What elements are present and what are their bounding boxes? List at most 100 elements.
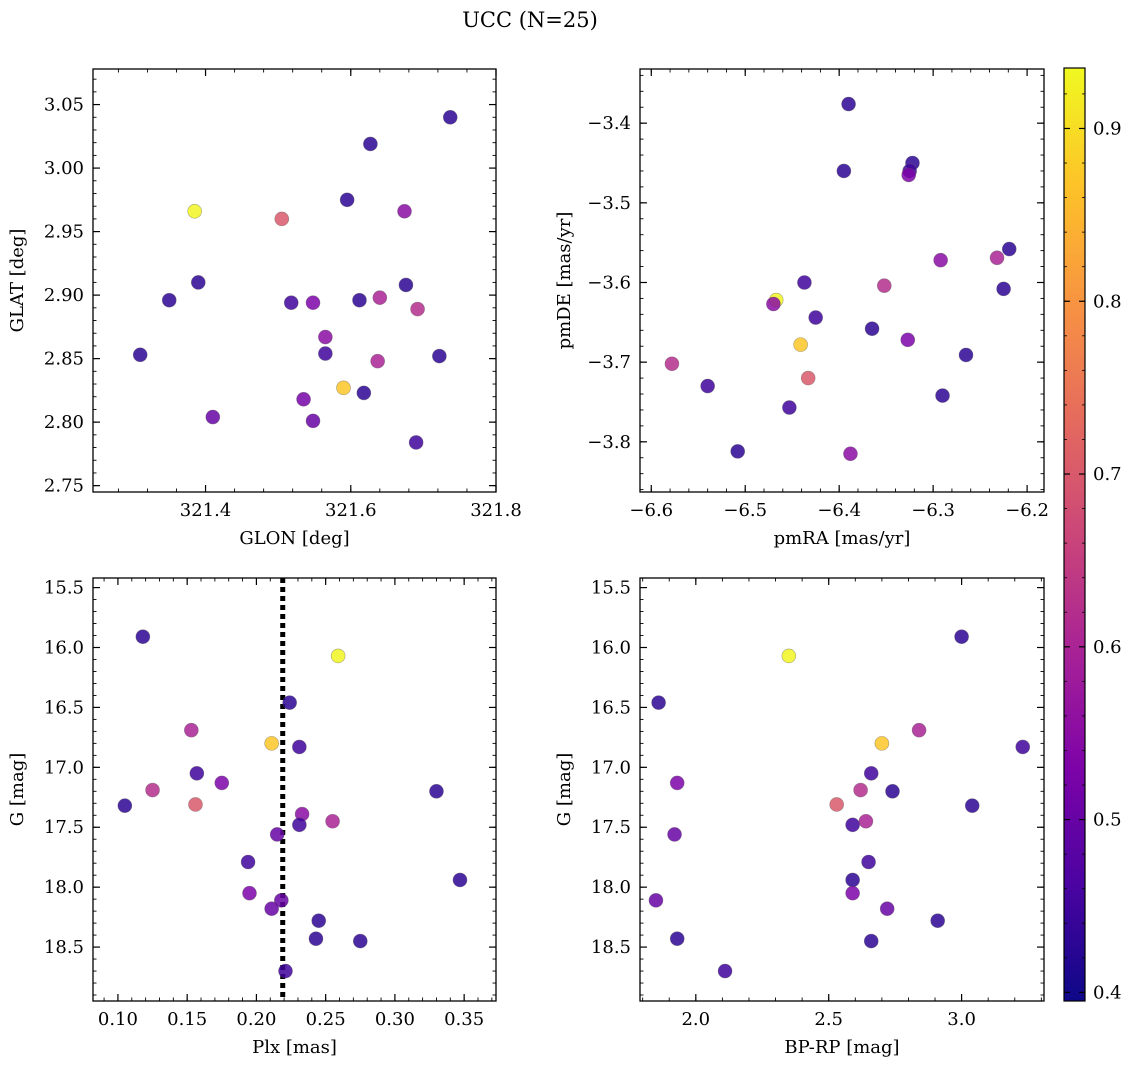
data-point [189, 766, 205, 781]
x-tick-label: 0.30 [375, 1009, 415, 1030]
data-point [363, 136, 378, 152]
y-tick-label: −3.6 [587, 272, 631, 293]
data-point [283, 295, 299, 311]
colorbar: 0.4 0.5 0.6 0.7 0.8 0.9 [1063, 67, 1122, 1003]
data-point [145, 782, 160, 798]
data-point [829, 797, 844, 812]
data-point [352, 292, 367, 308]
x-tick-label: 2.5 [814, 1009, 843, 1030]
data-point [717, 963, 733, 979]
y-tick-label: −3.4 [587, 113, 631, 134]
axes-frame [639, 577, 1045, 1002]
data-point [311, 913, 327, 929]
data-point [264, 736, 279, 751]
data-point [318, 346, 333, 361]
y-axis-label: pmDE [mas/yr] [554, 212, 575, 350]
data-point [190, 275, 206, 290]
colorbar-tick-label: 0.8 [1093, 291, 1122, 312]
x-axis-label: pmRA [mas/yr] [774, 528, 911, 549]
y-tick-label: −3.8 [587, 432, 631, 453]
x-tick-label: 321.8 [470, 500, 522, 521]
data-point [996, 281, 1011, 297]
data-point [935, 388, 950, 403]
x-tick-label: 3.0 [947, 1009, 976, 1030]
data-point [278, 963, 293, 979]
data-point [879, 901, 895, 917]
y-axis-label: GLAT [deg] [7, 229, 28, 333]
x-tick-label: 321.4 [180, 500, 232, 521]
data-point [442, 109, 458, 125]
y-tick-label: 18.5 [591, 937, 631, 958]
colorbar-tick-label: 0.4 [1093, 982, 1122, 1003]
x-axis-label: BP-RP [mag] [784, 1037, 899, 1058]
data-point [845, 817, 860, 833]
data-point [797, 275, 812, 290]
y-tick-label: 16.5 [591, 697, 631, 718]
data-point [214, 775, 230, 791]
data-point [292, 739, 307, 755]
data-point [845, 885, 860, 901]
y-tick-label: 2.90 [44, 285, 84, 306]
data-point [188, 797, 203, 812]
data-point [240, 854, 256, 870]
y-tick-label: 3.00 [44, 158, 84, 179]
data-point [305, 295, 321, 311]
figure-title: UCC (N=25) [462, 8, 598, 32]
panel-bottom-right: 2.0 2.5 3.0 15.5 16.0 16.5 17.0 17.5 18.0 18.5 BP-… [554, 577, 1045, 1058]
y-tick-label: 2.80 [44, 412, 84, 433]
data-point [651, 695, 666, 710]
data-point [1001, 241, 1017, 257]
data-point [901, 167, 917, 183]
data-point [408, 435, 424, 450]
y-tick-label: 15.5 [44, 578, 84, 599]
data-point [325, 813, 340, 829]
axes-frame [92, 68, 497, 493]
colorbar-tick-label: 0.6 [1093, 637, 1122, 658]
data-point [264, 901, 279, 917]
data-point [132, 347, 148, 363]
x-tick-label: 321.6 [325, 500, 377, 521]
data-point [274, 211, 290, 227]
data-point [766, 296, 781, 312]
data-point [398, 277, 414, 293]
data-point [858, 813, 874, 829]
data-point [667, 827, 682, 842]
axes-frame [639, 68, 1045, 493]
data-point [282, 695, 297, 710]
data-point [876, 278, 892, 293]
data-point [800, 370, 816, 386]
x-tick-label: −6.6 [629, 500, 673, 521]
data-point [874, 736, 890, 751]
panel-bottom-left: 0.10 0.15 0.20 0.25 0.30 0.35 15.5 16.0 16.5 17.0… [7, 577, 497, 1058]
x-tick-label: 2.0 [681, 1009, 710, 1030]
data-point [410, 301, 425, 317]
y-tick-label: 17.0 [44, 757, 84, 778]
data-point [730, 444, 746, 459]
data-point [356, 385, 372, 401]
data-point [669, 931, 685, 946]
panel-top-right: −6.6 −6.5 −6.4 −6.3 −6.2 −3.8 −3.7 −3.6 −3.5 −3.4… [554, 68, 1049, 549]
data-point [397, 203, 412, 219]
data-point [933, 252, 948, 268]
data-point [184, 722, 199, 738]
y-tick-label: 16.0 [591, 638, 631, 659]
data-point [863, 933, 879, 949]
x-tick-label: 0.15 [167, 1009, 207, 1030]
y-tick-label: 18.0 [591, 877, 631, 898]
y-axis-label: G [mag] [7, 753, 28, 826]
y-tick-label: 2.75 [44, 476, 84, 497]
y-tick-label: 17.0 [591, 757, 631, 778]
data-point [900, 332, 916, 348]
colorbar-gradient [1063, 67, 1086, 1002]
axes-frame [92, 577, 497, 1002]
data-point [161, 292, 177, 308]
data-point [700, 378, 715, 394]
colorbar-tick-label: 0.7 [1093, 464, 1122, 485]
x-tick-label: −6.5 [723, 500, 767, 521]
x-tick-label: 0.20 [236, 1009, 276, 1030]
data-point [452, 872, 468, 888]
data-point [117, 798, 133, 813]
y-tick-label: −3.7 [587, 352, 631, 373]
data-point [318, 329, 333, 345]
